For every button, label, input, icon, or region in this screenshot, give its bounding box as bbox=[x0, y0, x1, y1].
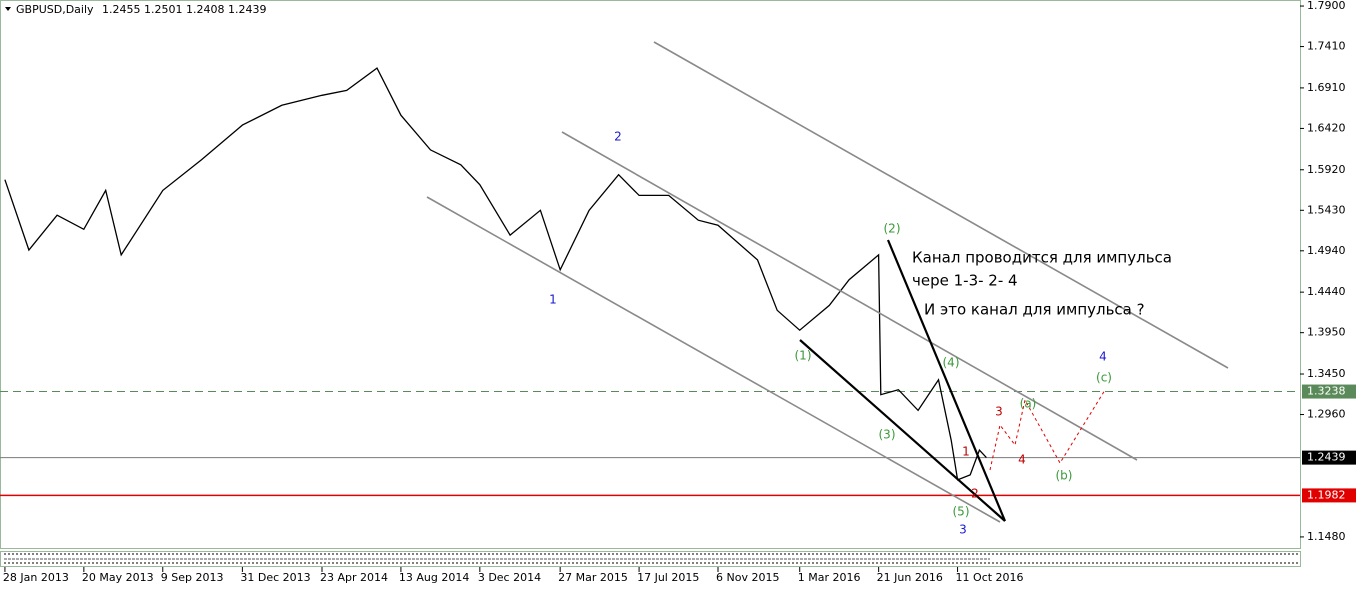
ohlc-close: 1.2439 bbox=[228, 3, 267, 16]
annotation: Канал проводится для импульса bbox=[912, 249, 1172, 267]
annotation: чере 1-3- 2- 4 bbox=[912, 272, 1018, 290]
level-label-box bbox=[1302, 384, 1356, 399]
wedge bbox=[799, 239, 1007, 522]
wave-label: (c) bbox=[1096, 371, 1112, 385]
channel-line bbox=[653, 41, 1229, 369]
wave-label: (1) bbox=[795, 349, 812, 363]
channel-line bbox=[426, 196, 1001, 523]
y-tick-label: 1.5920 bbox=[1307, 163, 1346, 176]
y-tick-label: 1.2960 bbox=[1307, 408, 1346, 421]
y-tick-label: 1.6420 bbox=[1307, 121, 1346, 134]
ohlc-low: 1.2408 bbox=[186, 3, 225, 16]
wave-label: 3 bbox=[959, 523, 967, 537]
wave-label: (2) bbox=[884, 222, 901, 236]
y-tick-label: 1.7900 bbox=[1307, 0, 1346, 12]
x-tick-label: 1 Mar 2016 bbox=[798, 571, 861, 584]
level-label: 1.2439 bbox=[1307, 451, 1346, 464]
x-tick-label: 6 Nov 2015 bbox=[716, 571, 779, 584]
wedge-line bbox=[886, 239, 1007, 522]
level-label: 1.1982 bbox=[1307, 488, 1346, 501]
level-label: 1.3238 bbox=[1307, 385, 1346, 398]
x-tick-label: 13 Aug 2014 bbox=[399, 571, 469, 584]
x-tick-label: 27 Mar 2015 bbox=[558, 571, 628, 584]
y-tick-label: 1.4440 bbox=[1307, 285, 1346, 298]
y-tick-label: 1.5430 bbox=[1307, 203, 1346, 216]
x-tick-label: 23 Apr 2014 bbox=[320, 571, 388, 584]
symbol: GBPUSD,Daily bbox=[16, 3, 94, 16]
x-tick-label: 21 Jun 2016 bbox=[877, 571, 943, 584]
wave-label: (b) bbox=[1056, 469, 1073, 483]
wave-label: (5) bbox=[953, 505, 970, 519]
y-tick-label: 1.4940 bbox=[1307, 244, 1346, 257]
forecast-path bbox=[989, 389, 1106, 471]
x-tick-label: 11 Oct 2016 bbox=[956, 571, 1024, 584]
wedge-line bbox=[799, 339, 1006, 522]
level-label-box bbox=[1302, 450, 1356, 465]
x-tick-label: 28 Jan 2013 bbox=[3, 571, 69, 584]
x-tick-label: 9 Sep 2013 bbox=[161, 571, 224, 584]
menu-arrow[interactable] bbox=[5, 7, 11, 11]
wave-label: 3 bbox=[995, 405, 1003, 419]
wave-label: 1 bbox=[962, 445, 970, 459]
channel bbox=[426, 41, 1229, 523]
x-tick-label: 31 Dec 2013 bbox=[240, 571, 310, 584]
x-tick-label: 20 May 2013 bbox=[82, 571, 154, 584]
plot-frame bbox=[0, 0, 1301, 549]
y-tick-label: 1.6910 bbox=[1307, 81, 1346, 94]
y-tick-label: 1.3950 bbox=[1307, 326, 1346, 339]
annotation: И это канал для импульса ? bbox=[924, 301, 1145, 319]
channel-line bbox=[561, 131, 1138, 461]
wave-label: 1 bbox=[549, 293, 557, 307]
wave-label: (4) bbox=[943, 356, 960, 370]
y-tick-label: 1.3450 bbox=[1307, 367, 1346, 380]
price-line bbox=[4, 67, 987, 481]
y-tick-label: 1.7410 bbox=[1307, 40, 1346, 53]
wave-label: (a) bbox=[1020, 397, 1037, 411]
wave-label: 2 bbox=[614, 130, 622, 144]
y-tick-label: 1.1480 bbox=[1307, 530, 1346, 543]
wave-label: 2 bbox=[971, 487, 979, 501]
wave-label: 4 bbox=[1099, 350, 1107, 364]
wave-label: 4 bbox=[1018, 453, 1026, 467]
x-tick-label: 3 Dec 2014 bbox=[478, 571, 541, 584]
ohlc-open: 1.2455 bbox=[102, 3, 141, 16]
wave-label: (3) bbox=[879, 428, 896, 442]
x-tick-label: 17 Jul 2015 bbox=[637, 571, 699, 584]
level-label-box bbox=[1302, 488, 1356, 503]
ohlc-high: 1.2501 bbox=[144, 3, 183, 16]
